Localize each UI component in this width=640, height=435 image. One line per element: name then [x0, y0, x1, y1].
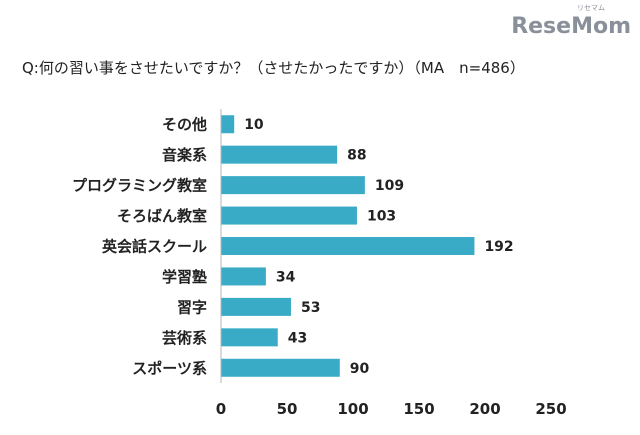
- brand-logo: リセマム ReseMom: [511, 4, 631, 39]
- bar: [221, 358, 340, 377]
- x-tick-label: 150: [403, 400, 434, 418]
- data-label: 53: [301, 300, 320, 316]
- chart-title: Q:何の習い事をさせたいですか？（させたかったですか）（MA n=486）: [22, 59, 525, 77]
- x-tick-label: 50: [277, 400, 298, 418]
- data-label: 103: [367, 209, 396, 225]
- category-label: 学習塾: [162, 268, 207, 286]
- category-label: その他: [162, 116, 207, 134]
- brand-logo-text: ReseMom: [511, 14, 631, 39]
- category-label: 音楽系: [162, 146, 207, 164]
- category-label: 英会話スクール: [102, 238, 207, 256]
- bar: [221, 176, 365, 195]
- data-label: 10: [244, 117, 264, 133]
- bar: [221, 145, 338, 164]
- plot-area: その他 10 音楽系 88 プログラミング教室 109 そろばん教室 103 英会話スクール 19…: [72, 109, 567, 418]
- bar: [221, 115, 235, 134]
- data-label: 34: [276, 269, 296, 285]
- category-label: 芸術系: [162, 329, 207, 347]
- bar: [221, 297, 291, 316]
- category-label: そろばん教室: [117, 207, 207, 225]
- bar: [221, 328, 278, 347]
- category-label: スポーツ系: [132, 359, 207, 377]
- category-label: プログラミング教室: [72, 177, 207, 195]
- x-tick-label: 100: [337, 400, 368, 418]
- x-tick-label: 0: [216, 400, 226, 418]
- data-label: 43: [288, 330, 307, 346]
- data-label: 192: [484, 239, 513, 255]
- bar: [221, 237, 475, 255]
- bar: [221, 206, 357, 225]
- category-label: 習字: [177, 298, 207, 316]
- brand-logo-ruby: リセマム: [577, 4, 605, 12]
- bar: [221, 267, 266, 286]
- x-tick-label: 200: [469, 400, 500, 418]
- x-tick-label: 250: [535, 400, 566, 418]
- data-label: 90: [350, 361, 370, 377]
- data-label: 109: [375, 178, 404, 194]
- data-label: 88: [347, 148, 366, 164]
